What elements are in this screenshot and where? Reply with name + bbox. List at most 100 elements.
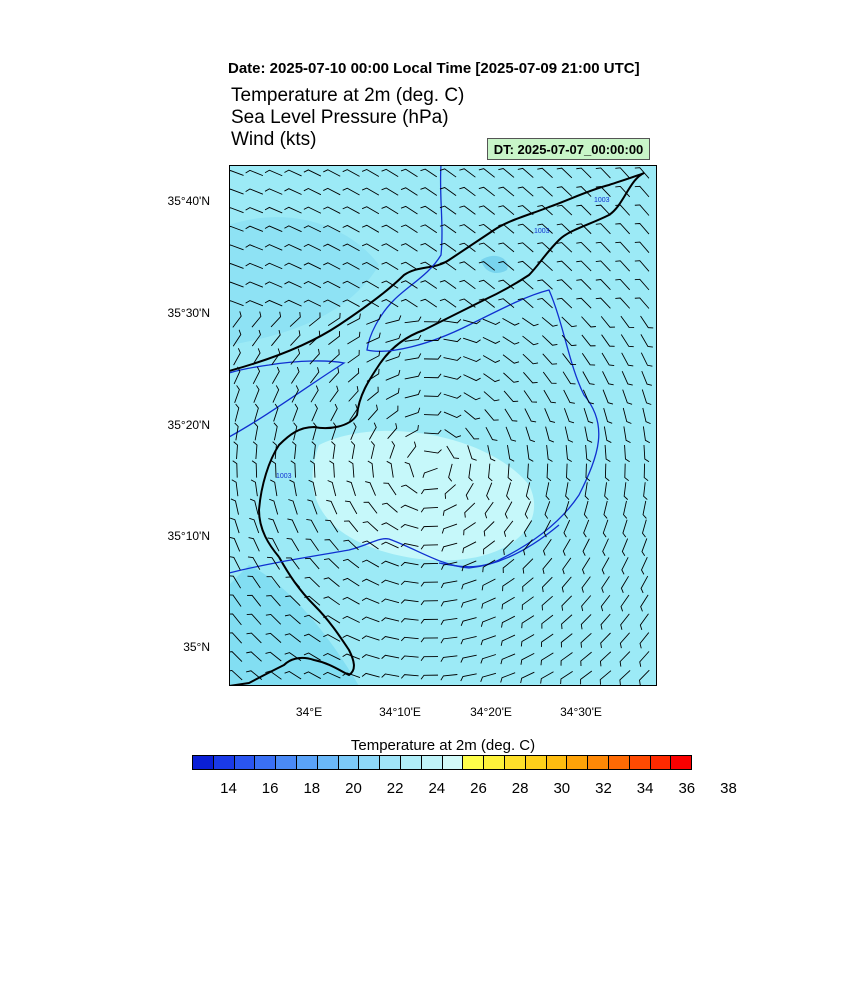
- wind-barb: [599, 651, 612, 667]
- isobar-south: [229, 524, 560, 574]
- colorbar-tick-label: 36: [678, 780, 696, 797]
- wind-barb: [603, 500, 608, 519]
- wind-barb: [443, 393, 462, 399]
- wind-barb: [423, 392, 442, 397]
- wind-barb: [420, 581, 439, 587]
- wind-barb: [459, 205, 476, 215]
- wind-barb: [264, 188, 283, 195]
- colorbar-swatch: [546, 756, 568, 769]
- wind-barb: [370, 441, 375, 459]
- wind-barb: [498, 186, 515, 197]
- wind-barb: [542, 371, 557, 384]
- wind-barb: [420, 525, 439, 531]
- wind-barb: [439, 168, 457, 178]
- wind-barb: [323, 577, 340, 587]
- wind-barb: [420, 205, 438, 215]
- colorbar-swatch: [442, 756, 464, 769]
- wind-barb: [465, 482, 474, 501]
- wind-barb: [323, 225, 341, 233]
- wind-barb: [361, 559, 380, 568]
- wind-barb: [482, 559, 496, 573]
- wind-barb: [309, 367, 320, 384]
- wind-barb: [346, 480, 356, 497]
- wind-barb: [400, 261, 418, 271]
- wind-barb: [400, 655, 419, 660]
- wind-barb: [420, 637, 439, 643]
- wind-barb: [623, 426, 631, 444]
- wind-barb: [464, 502, 476, 518]
- wind-barb: [324, 539, 339, 551]
- colorbar-swatch: [463, 756, 485, 769]
- wind-barb: [444, 429, 462, 438]
- isobar-label: 1003: [594, 197, 610, 204]
- wind-barb: [385, 315, 402, 324]
- cool-spot: [481, 255, 508, 273]
- wind-barb: [284, 206, 302, 214]
- wind-barb: [400, 618, 419, 623]
- wind-barb: [232, 460, 238, 478]
- wind-barb: [561, 316, 577, 328]
- wind-barb: [293, 422, 298, 441]
- wind-barb: [560, 670, 573, 685]
- colorbar-swatch: [671, 756, 692, 769]
- wind-barb: [521, 596, 534, 610]
- wind-barb: [245, 300, 264, 307]
- wind-barb: [583, 407, 594, 424]
- wind-barb: [229, 651, 243, 662]
- wind-barb: [348, 386, 359, 402]
- wind-barb: [323, 652, 341, 661]
- wind-barb: [303, 169, 322, 177]
- wind-barb: [400, 205, 418, 215]
- wind-barb: [501, 596, 515, 610]
- wind-barb: [581, 576, 591, 593]
- wind-barb: [520, 652, 535, 665]
- wind-barb: [404, 371, 422, 380]
- colorbar-tick-label: 24: [428, 780, 446, 797]
- wind-barb: [483, 373, 500, 383]
- isobar-label: 1003: [534, 228, 550, 235]
- wind-barb: [303, 225, 322, 233]
- wind-barb: [622, 519, 628, 538]
- wind-barb: [488, 463, 493, 482]
- wind-barb: [245, 207, 264, 214]
- wind-barb: [308, 312, 321, 327]
- wind-barb: [562, 371, 576, 385]
- wind-barb: [543, 519, 552, 538]
- wind-barb: [641, 538, 648, 557]
- wind-barb: [328, 367, 340, 384]
- colorbar-tick-label: 32: [595, 780, 612, 797]
- wind-barb: [595, 223, 611, 235]
- wind-barb: [522, 577, 534, 592]
- wind-barb: [342, 206, 360, 214]
- wind-barb: [381, 560, 399, 567]
- wind-barb: [604, 444, 611, 463]
- wind-barb: [537, 242, 553, 253]
- wind-barb: [600, 316, 616, 328]
- wind-barb: [602, 371, 614, 386]
- wind-barb: [342, 634, 360, 642]
- wind-barb: [232, 329, 242, 347]
- wind-barb: [562, 353, 577, 366]
- wind-barb: [562, 538, 571, 556]
- wind-barb: [381, 673, 400, 678]
- wind-barb: [504, 408, 518, 422]
- wind-barb: [303, 188, 322, 196]
- wind-barb: [247, 575, 261, 589]
- wind-barb: [643, 444, 650, 463]
- wind-barb: [284, 243, 302, 251]
- wind-barb: [580, 614, 592, 630]
- wind-barb: [446, 445, 460, 459]
- wind-barb: [254, 403, 259, 422]
- wind-barb: [343, 520, 359, 533]
- isobar-west: [229, 360, 346, 438]
- wind-barb: [480, 616, 496, 627]
- wind-barb: [290, 460, 296, 478]
- wind-barb: [486, 482, 493, 501]
- wind-barb: [595, 167, 611, 179]
- colorbar-swatch: [400, 756, 422, 769]
- colorbar-tick-label: 38: [720, 780, 737, 797]
- wind-barb: [581, 595, 592, 612]
- colorbar-swatch: [484, 756, 505, 769]
- wind-barb: [329, 460, 335, 478]
- wind-barb: [639, 651, 650, 667]
